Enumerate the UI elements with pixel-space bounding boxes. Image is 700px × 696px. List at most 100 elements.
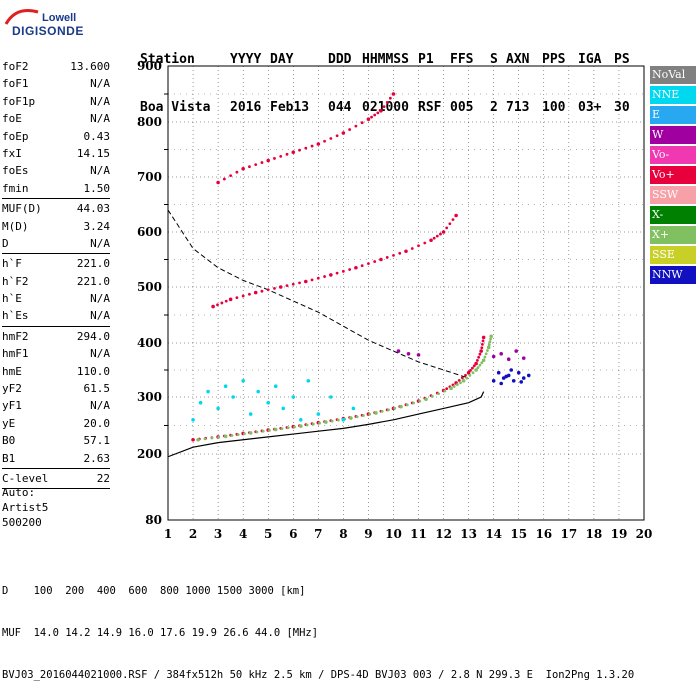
trace-dot-vo- (410, 247, 414, 250)
param-row: MUF(D) 44.03 (2, 200, 110, 217)
data-point-vo- (391, 92, 396, 96)
x-tick-label: 3 (214, 527, 222, 541)
data-point-vo- (474, 361, 478, 366)
data-point-nne (351, 406, 356, 411)
trace-dot-vo- (385, 256, 389, 259)
data-point-vo- (404, 249, 408, 254)
trace-dot-x- (236, 433, 240, 437)
y-tick-label: 500 (137, 280, 162, 294)
data-point-w (499, 352, 504, 356)
trace-dot-vo- (445, 387, 449, 391)
trace-dot-x- (487, 343, 491, 347)
x-tick-label: 12 (435, 527, 452, 541)
param-row: hmF2 294.0 (2, 328, 110, 345)
header-values: Boa Vista 2016 Feb13 044 021000 RSF 005 2 713 100… (140, 100, 634, 116)
trace-dot-x- (480, 361, 484, 365)
data-point-nne (316, 412, 321, 416)
legend-x-: X+ (650, 226, 696, 244)
trace-dot-vo- (335, 134, 339, 138)
trace-dot-vo- (439, 232, 442, 236)
param-row: B0 57.1 (2, 432, 110, 449)
trace-dot-vo- (435, 234, 439, 238)
header-label-5: P1 (418, 52, 434, 67)
header-value-9: 100 (542, 100, 566, 115)
data-point-vo- (429, 238, 433, 243)
param-row: yF1 N/A (2, 397, 110, 414)
auto-line: Auto: (2, 486, 36, 499)
trace-dot-vo- (460, 376, 464, 380)
auto-line: Artist5 (2, 501, 49, 514)
trace-dot-x- (261, 429, 265, 433)
x-tick-label: 16 (535, 527, 552, 541)
param-row: foEs N/A (2, 162, 110, 179)
param-value: N/A (90, 292, 110, 306)
y-tick-label: 700 (137, 170, 162, 184)
param-key: MUF(D) (2, 202, 42, 216)
data-point-vo- (441, 230, 446, 234)
data-point-x- (399, 404, 403, 409)
data-point-nnw (499, 381, 504, 386)
trace-dot-vo- (323, 139, 326, 143)
header-value-2: Feb13 (270, 100, 310, 115)
data-point-vo- (481, 335, 486, 340)
header-value-11: 30 (614, 100, 630, 115)
param-row: foF1p N/A (2, 93, 110, 110)
param-row: yE 20.0 (2, 415, 110, 432)
y-tick-label: 80 (145, 513, 162, 527)
legend-noval: NoVal (650, 66, 696, 84)
param-row: yF2 61.5 (2, 380, 110, 397)
trace-dot-vo- (478, 352, 482, 356)
auto-line: 500200 (2, 516, 42, 529)
trace-dot-vo- (370, 115, 373, 119)
data-point-vo- (266, 158, 271, 163)
trace-dot-vo- (464, 373, 467, 377)
data-point-vo- (366, 117, 371, 121)
autoscaling-info: Auto: Artist5 500200 (2, 485, 48, 530)
footer-distance-row: D 100 200 400 600 800 1000 1500 3000 [km… (2, 585, 306, 597)
data-point-nne (191, 418, 195, 422)
trace-dot-vo- (360, 264, 364, 268)
header-label-0: Station (140, 52, 195, 67)
header-label-10: IGA (578, 52, 602, 67)
param-key: hmE (2, 364, 22, 378)
legend-e: E (650, 106, 696, 124)
trace-dot-vo- (323, 275, 326, 278)
param-value: N/A (90, 164, 110, 178)
param-key: foE (2, 112, 22, 126)
data-point-nne (329, 395, 333, 399)
legend-vo-: Vo- (650, 146, 696, 164)
trace-dot-vo- (304, 146, 308, 150)
param-separator (2, 325, 110, 327)
param-key: yF2 (2, 382, 22, 396)
data-point-x- (273, 427, 278, 432)
param-value: 221.0 (76, 257, 110, 271)
true-height-profile (167, 391, 485, 458)
data-point-vo- (354, 265, 358, 270)
trace-dot-x- (489, 337, 492, 341)
legend-sse: SSE (650, 246, 696, 264)
trace-dot-x- (418, 399, 422, 403)
data-point-w (396, 349, 401, 353)
data-point-nnw (491, 379, 496, 383)
digisonde-logo: Lowell DIGISONDE (4, 4, 94, 38)
param-separator (2, 467, 110, 469)
trace-dot-x- (243, 432, 246, 436)
footer-file-info: BVJ03_2016044021000.RSF / 384fx512h 50 k… (2, 669, 635, 681)
header-label-9: PPS (542, 52, 566, 67)
data-point-x- (486, 345, 491, 350)
data-point-nne (306, 379, 311, 383)
data-point-nne (341, 418, 346, 422)
param-key: h`Es (2, 309, 29, 323)
trace-dot-x- (293, 425, 296, 429)
legend-nne: NNE (650, 86, 696, 104)
y-tick-label: 900 (137, 59, 162, 73)
trace-dot-x- (468, 374, 472, 377)
param-key: yF1 (2, 399, 22, 413)
data-point-vo- (241, 166, 245, 171)
header-value-4: 021000 (362, 100, 409, 115)
header-value-7: 2 (490, 100, 498, 115)
trace-dot-vo- (216, 303, 219, 307)
plot-frame (167, 65, 645, 521)
header-value-3: 044 (328, 100, 352, 115)
data-point-nne (281, 406, 286, 411)
